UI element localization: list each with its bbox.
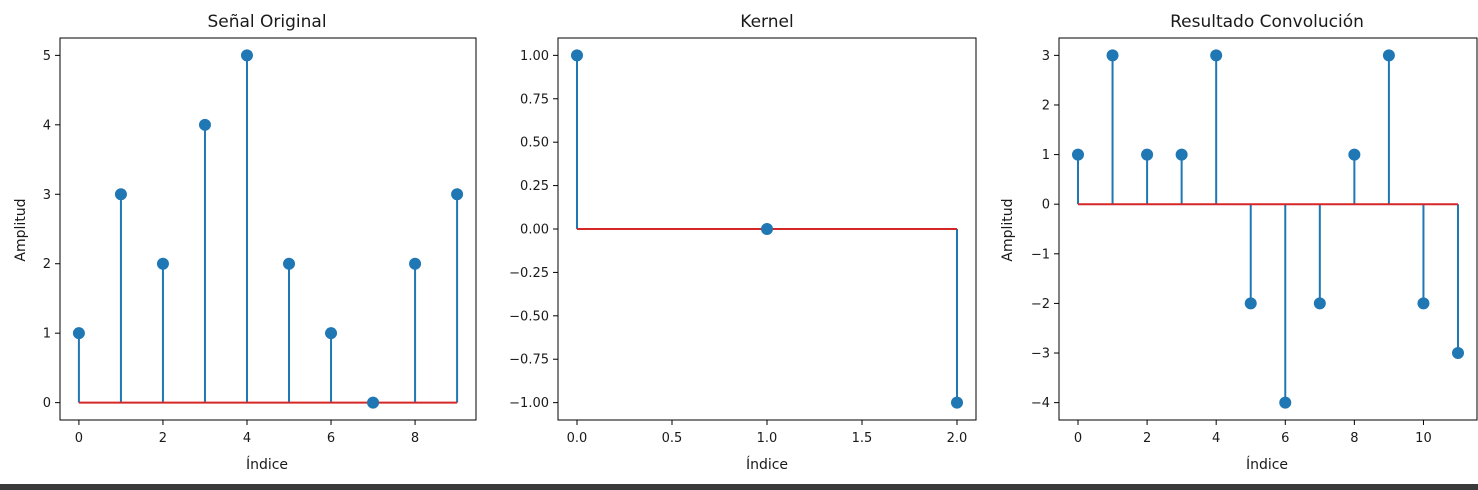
y-tick-label: −1 xyxy=(1031,247,1050,262)
y-tick-label: 0.00 xyxy=(520,223,549,238)
stem-marker xyxy=(1452,347,1464,360)
stem-marker xyxy=(761,223,773,235)
y-tick-label: 3 xyxy=(1042,49,1050,64)
x-tick-label: 8 xyxy=(1350,431,1358,446)
stem-marker xyxy=(1348,148,1361,161)
y-axis-label: Amplitud xyxy=(1000,198,1016,261)
y-tick-label: 2 xyxy=(1042,98,1050,113)
stem-marker xyxy=(951,396,963,409)
stem-marker xyxy=(1382,49,1395,62)
x-tick-label: 2.0 xyxy=(947,431,968,446)
x-tick-label: 0.5 xyxy=(662,431,683,446)
panel-senal-original: Señal Original Índice Amplitud 0 2 4 6 8 0 1 2 3… xyxy=(13,12,477,473)
x-tick-label: 8 xyxy=(411,431,419,446)
y-tick-label: 2 xyxy=(43,257,51,272)
x-axis-label: Índice xyxy=(746,456,788,473)
x-tick-label: 6 xyxy=(1281,431,1289,446)
y-tick-label: −3 xyxy=(1031,347,1050,362)
axes-frame xyxy=(59,37,477,421)
stem-marker xyxy=(114,188,127,201)
x-tick-label: 0 xyxy=(1074,431,1082,446)
y-tick-label: 3 xyxy=(43,188,51,203)
y-tick-label: 0 xyxy=(43,396,51,411)
axes-frame xyxy=(1058,37,1478,421)
y-tick-label: 0.25 xyxy=(520,179,549,194)
panel-kernel: Kernel Índice 0.0 0.5 1.0 1.5 2.0 1.00 0.75 0.5… xyxy=(509,12,977,473)
y-tick-label: −4 xyxy=(1031,396,1050,411)
stem-marker xyxy=(1106,49,1119,62)
chart-title: Kernel xyxy=(740,12,793,32)
y-tick-label: 0.50 xyxy=(520,136,549,151)
x-tick-label: 6 xyxy=(327,431,335,446)
stem-marker xyxy=(198,118,211,131)
y-tick-label: −0.75 xyxy=(509,353,549,368)
x-tick-label: 0 xyxy=(75,431,83,446)
x-tick-label: 4 xyxy=(1212,431,1220,446)
y-tick-label: −0.25 xyxy=(509,266,549,281)
y-tick-label: 5 xyxy=(43,49,51,64)
stem-marker xyxy=(1244,297,1257,310)
x-tick-label: 2 xyxy=(159,431,167,446)
x-axis-label: Índice xyxy=(246,456,288,473)
stem-marker xyxy=(1279,396,1292,409)
y-axis-label: Amplitud xyxy=(13,198,29,261)
stem-marker xyxy=(571,49,583,62)
stem-marker xyxy=(409,257,422,270)
stem-marker xyxy=(1072,148,1084,161)
bottom-bar xyxy=(0,484,1478,490)
x-tick-label: 10 xyxy=(1415,431,1432,446)
y-tick-label: 1 xyxy=(43,327,51,342)
panel-resultado-convolucion: Resultado Convolución Índice Amplitud 0 2… xyxy=(1000,12,1478,473)
stem-marker xyxy=(325,327,338,340)
plot-area: 0.0 0.5 1.0 1.5 2.0 1.00 0.75 0.50 0.25 0.00 −0.25… xyxy=(509,37,977,446)
stem-marker xyxy=(1210,49,1223,62)
y-tick-label: 0.75 xyxy=(520,92,549,107)
y-tick-label: 4 xyxy=(43,118,51,133)
stem-marker xyxy=(156,257,169,270)
y-tick-label: 1.00 xyxy=(520,49,549,64)
y-tick-label: −2 xyxy=(1031,297,1050,312)
x-tick-label: 0.0 xyxy=(567,431,588,446)
stem-marker xyxy=(1417,297,1430,310)
x-tick-label: 2 xyxy=(1143,431,1151,446)
y-tick-label: −1.00 xyxy=(509,396,549,411)
stem-marker xyxy=(451,188,464,201)
y-tick-label: −0.50 xyxy=(509,309,549,324)
stem-marker xyxy=(367,396,380,409)
stem-marker xyxy=(1175,148,1188,161)
y-tick-label: 0 xyxy=(1042,198,1050,213)
stem-marker xyxy=(72,327,85,340)
stem-marker xyxy=(1313,297,1326,310)
stem-marker xyxy=(283,257,296,270)
x-axis-label: Índice xyxy=(1246,456,1288,473)
x-tick-label: 1.5 xyxy=(852,431,873,446)
plot-area: 0 2 4 6 8 0 1 2 3 4 5 xyxy=(43,37,477,446)
x-tick-label: 4 xyxy=(243,431,251,446)
x-tick-label: 1.0 xyxy=(757,431,778,446)
stem-marker xyxy=(240,49,253,62)
y-tick-label: 1 xyxy=(1042,148,1050,163)
chart-title: Resultado Convolución xyxy=(1170,12,1364,32)
stem-marker xyxy=(1141,148,1154,161)
chart-title: Señal Original xyxy=(207,12,326,32)
